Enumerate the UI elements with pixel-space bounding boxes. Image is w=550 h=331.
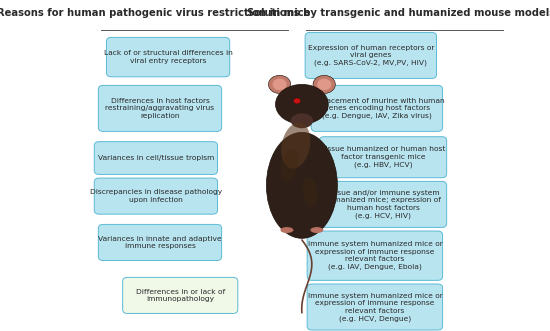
FancyBboxPatch shape — [305, 32, 437, 78]
Ellipse shape — [281, 149, 299, 182]
FancyBboxPatch shape — [320, 181, 447, 227]
Text: Immune system humanized mice or
expression of immune response
relevant factors
(: Immune system humanized mice or expressi… — [307, 293, 442, 321]
Text: Differences in or lack of
immunopathology: Differences in or lack of immunopatholog… — [136, 289, 225, 302]
Ellipse shape — [276, 84, 328, 124]
FancyBboxPatch shape — [307, 231, 443, 280]
Text: Differences in host factors
restraining/aggravating virus
replication: Differences in host factors restraining/… — [106, 98, 214, 119]
FancyBboxPatch shape — [123, 277, 238, 313]
Text: Solutions by transgenic and humanized mouse models: Solutions by transgenic and humanized mo… — [247, 8, 550, 18]
FancyBboxPatch shape — [311, 85, 443, 131]
Ellipse shape — [281, 123, 310, 168]
FancyBboxPatch shape — [98, 224, 222, 260]
Text: Tissue humanized or human host
factor transgenic mice
(e.g. HBV, HCV): Tissue humanized or human host factor tr… — [321, 147, 445, 168]
Ellipse shape — [313, 75, 336, 94]
Text: Discrepancies in disease pathology
upon infection: Discrepancies in disease pathology upon … — [90, 189, 222, 203]
FancyBboxPatch shape — [94, 178, 218, 214]
Text: Variances in innate and adaptive
immune responses: Variances in innate and adaptive immune … — [98, 236, 222, 249]
FancyBboxPatch shape — [107, 37, 230, 77]
Ellipse shape — [310, 227, 323, 233]
FancyBboxPatch shape — [307, 284, 443, 330]
Text: Lack of or structural differences in
viral entry receptors: Lack of or structural differences in vir… — [103, 50, 233, 64]
Text: Reasons for human pathogenic virus restriction in mice: Reasons for human pathogenic virus restr… — [0, 8, 311, 18]
FancyBboxPatch shape — [320, 137, 447, 178]
Ellipse shape — [317, 79, 331, 90]
Text: Replacement of murine with human
genes encoding host factors
(e.g. Dengue, IAV, : Replacement of murine with human genes e… — [310, 98, 444, 119]
Text: Immune system humanized mice or
expression of immune response
relevant factors
(: Immune system humanized mice or expressi… — [307, 241, 442, 270]
Ellipse shape — [291, 114, 313, 128]
Ellipse shape — [280, 227, 293, 233]
Ellipse shape — [272, 79, 287, 90]
Text: Expression of human receptors or
viral genes
(e.g. SARS-CoV-2, MV,PV, HIV): Expression of human receptors or viral g… — [307, 45, 434, 66]
Text: Tissue and/or immune system
humanized mice; expression of
human host factors
(e.: Tissue and/or immune system humanized mi… — [324, 190, 442, 219]
Ellipse shape — [268, 75, 291, 94]
Circle shape — [293, 98, 301, 104]
Text: Variances in cell/tissue tropism: Variances in cell/tissue tropism — [98, 155, 214, 161]
FancyBboxPatch shape — [98, 85, 222, 131]
Ellipse shape — [302, 177, 317, 207]
Ellipse shape — [266, 132, 337, 238]
FancyBboxPatch shape — [94, 142, 218, 174]
